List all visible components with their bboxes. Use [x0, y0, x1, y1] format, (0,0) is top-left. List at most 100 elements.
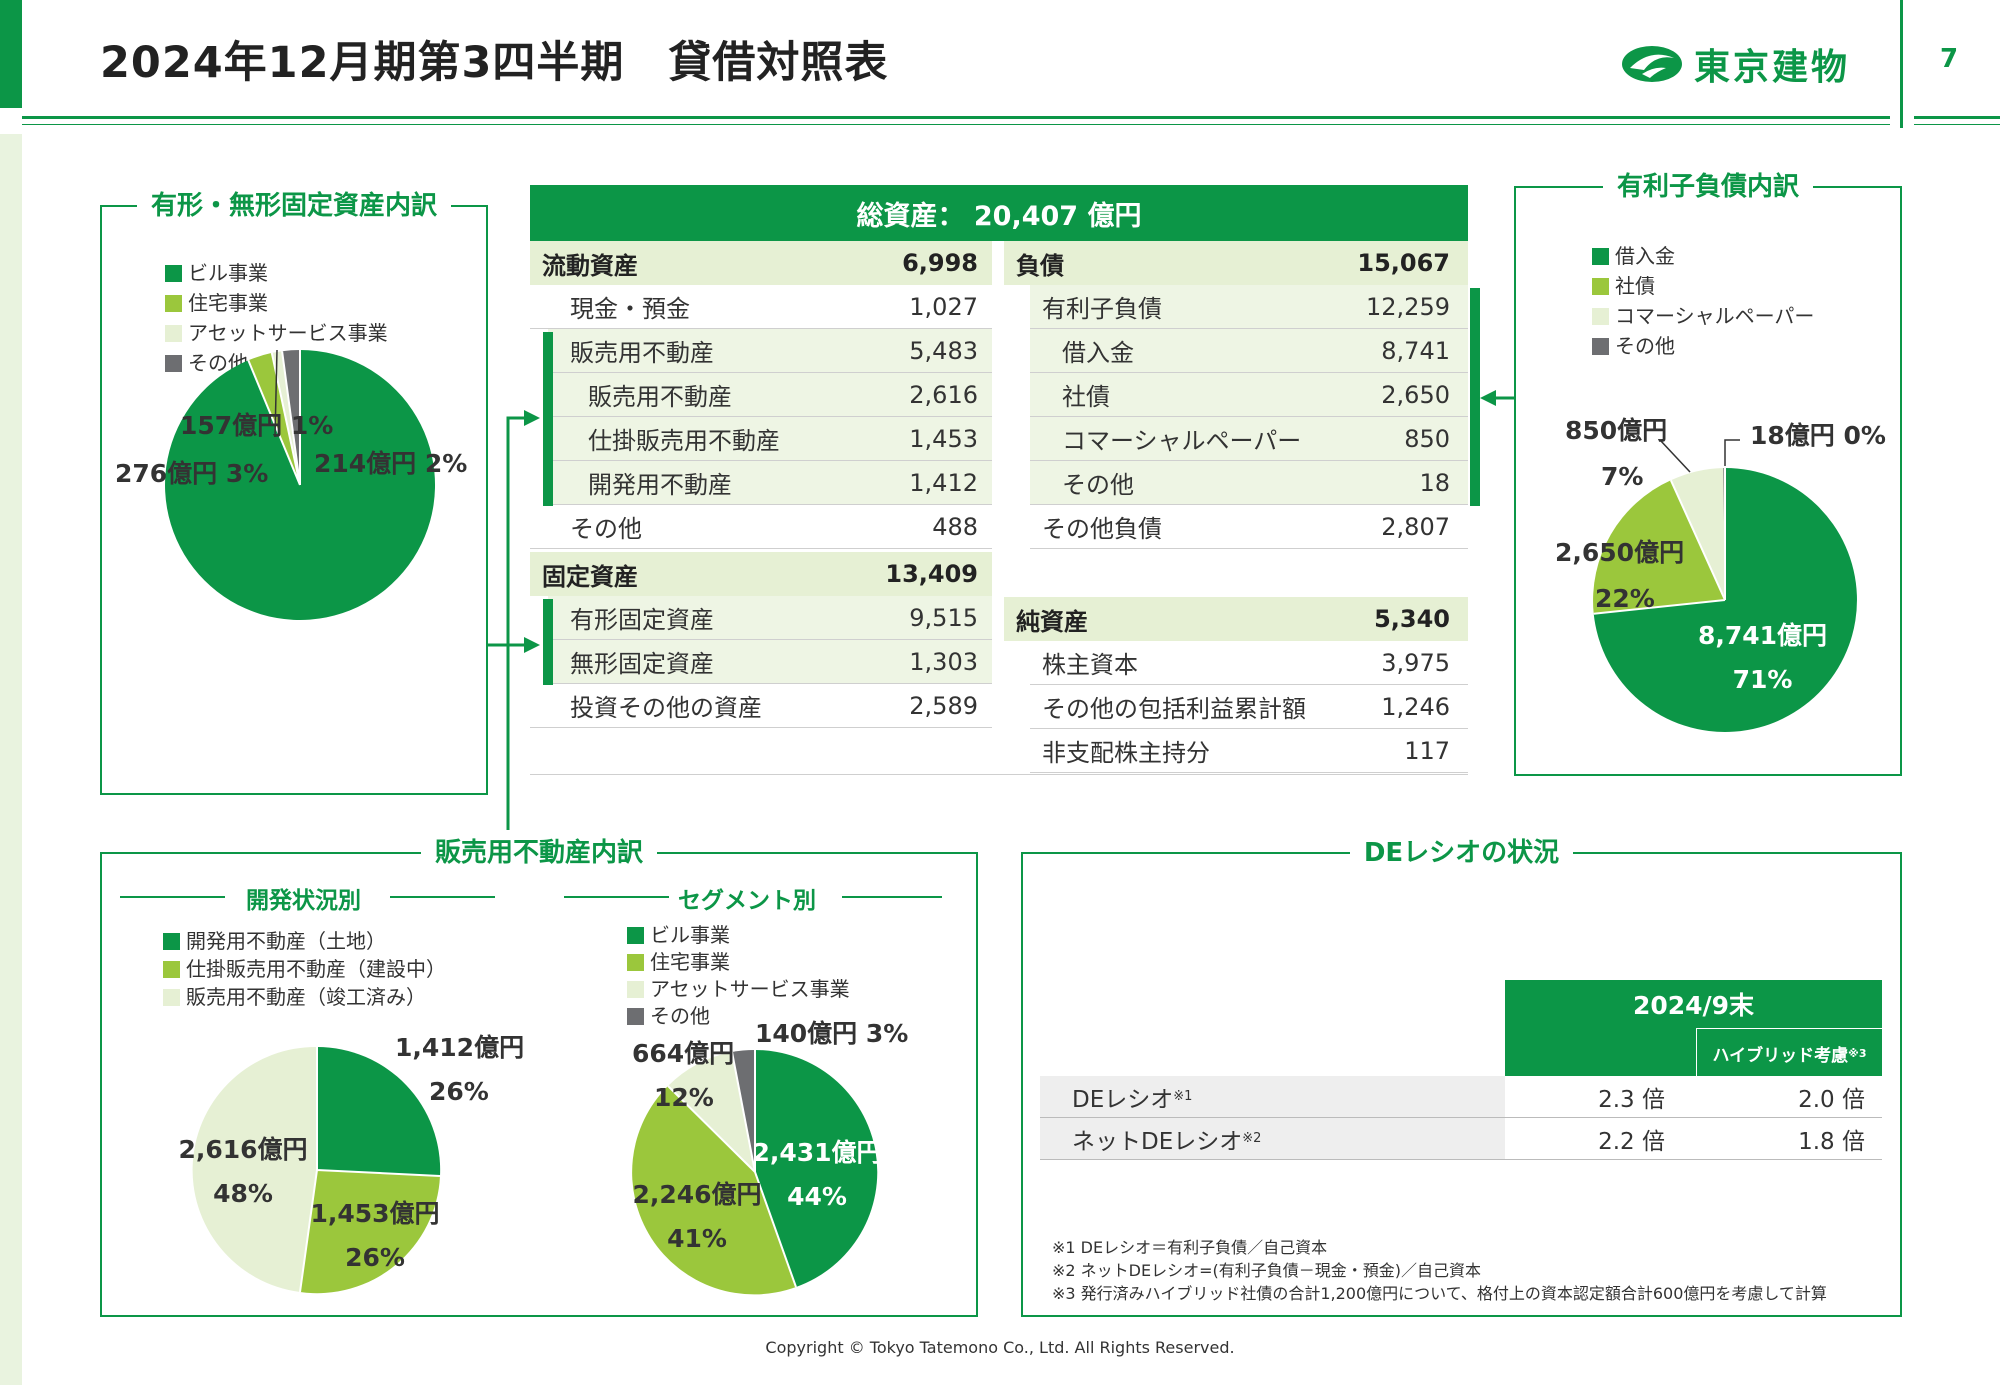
de-header-divider — [1696, 1028, 1882, 1029]
pie-label-completed: 2,616億円 48% — [178, 1135, 308, 1208]
debt-legend: 借入金 社債 コマーシャルペーパー その他 — [1592, 241, 1814, 361]
legend-item: その他 — [165, 348, 388, 378]
bs-row-debt-other: その他 18 — [1030, 461, 1468, 505]
pie-label-loans: 8,741億円 71% — [1697, 621, 1828, 694]
pie-label-building: 10,171億円 94% — [226, 632, 374, 705]
sub-title-rule — [120, 896, 225, 898]
sub-title-rule — [842, 896, 942, 898]
bs-row-liabilities: 負債 15,067 — [1004, 241, 1468, 285]
pie-slice-seg-building — [755, 1049, 878, 1287]
bs-row-fixed-assets: 固定資産 13,409 — [530, 552, 992, 596]
left-side-strip — [0, 134, 22, 1385]
header-rule — [1914, 124, 2000, 125]
pie-slice-bonds — [1593, 480, 1725, 614]
net-de-hybrid-value: 1.8 倍 — [1798, 1128, 1865, 1155]
legend-item: 仕掛販売用不動産（建設中） — [163, 955, 446, 983]
bs-row-interest-bearing-debt: 有利子負債 12,259 — [1030, 285, 1468, 329]
logo-text: 東京建物 — [1694, 47, 1851, 88]
pie-slice-wip — [300, 1170, 440, 1294]
legend-item: 借入金 — [1592, 241, 1814, 271]
legend-item: その他 — [627, 1003, 850, 1030]
bs-row-current-assets: 流動資産 6,998 — [530, 241, 992, 285]
de-row-values: 2.3 倍 2.0 倍 — [1505, 1076, 1882, 1118]
pie-slice-seg-asset — [668, 1052, 755, 1172]
bs-row-commercial-paper: コマーシャルペーパー 850 — [1030, 417, 1468, 461]
header-rule — [22, 116, 1890, 119]
bs-row-intangible: 無形固定資産 1,303 — [548, 640, 992, 684]
bs-row-other-current: その他 488 — [530, 505, 992, 549]
de-note-1: ※1 DEレシオ＝有利子負債／自己資本 — [1052, 1238, 1328, 1257]
legend-item: アセットサービス事業 — [165, 318, 388, 348]
inventory-status-pie — [192, 1046, 441, 1294]
company-logo: 東京建物 — [1620, 36, 1870, 92]
bs-row-loans: 借入金 8,741 — [1030, 329, 1468, 373]
pie-label-other: 214億円 2% — [314, 449, 468, 478]
de-hybrid-value: 2.0 倍 — [1798, 1086, 1865, 1113]
bs-row-cash: 現金・預金 1,027 — [530, 285, 992, 329]
fixed-assets-pie — [165, 349, 436, 620]
legend-item: アセットサービス事業 — [627, 976, 850, 1003]
by-segment-title: セグメント別 — [678, 888, 816, 914]
pie-label-debt-other: 18億円 0% — [1750, 421, 1886, 450]
copyright: Copyright © Tokyo Tatemono Co., Ltd. All… — [765, 1338, 1235, 1357]
pie-label-seg-other: 140億円 3% — [755, 1019, 909, 1048]
de-row-label-net-de: ネットDEレシオ ※2 — [1040, 1118, 1505, 1160]
pie-label-wip: 1,453億円 26% — [310, 1199, 440, 1272]
bs-row-inventory: 販売用不動産 5,483 — [548, 329, 992, 373]
total-assets-header: 総資産： 20,407 億円 — [530, 185, 1468, 241]
pie-slice-development — [317, 1046, 441, 1176]
de-hybrid-header: ハイブリッド考慮 ※3 — [1712, 1045, 1867, 1066]
legend-item: ビル事業 — [627, 922, 850, 949]
legend-item: 販売用不動産（竣工済み） — [163, 983, 446, 1011]
sub-title-rule — [390, 896, 495, 898]
bs-row-tangible: 有形固定資産 9,515 — [548, 596, 992, 640]
header-divider — [1900, 0, 1903, 128]
inventory-segment-pie — [632, 1049, 878, 1295]
pie-label-seg-asset: 664億円 12% — [632, 1039, 735, 1112]
pie-label-bonds: 2,650億円 22% — [1555, 538, 1685, 613]
by-status-title: 開発状況別 — [246, 888, 361, 914]
bs-row-non-controlling: 非支配株主持分 117 — [1030, 729, 1468, 773]
legend-item: 開発用不動産（土地） — [163, 927, 446, 955]
inventory-highlight-bar — [543, 332, 553, 506]
legend-item: コマーシャルペーパー — [1592, 301, 1814, 331]
page-title: 2024年12月期第3四半期 貸借対照表 — [100, 38, 889, 88]
sub-title-rule — [564, 896, 669, 898]
page-number: 7 — [1940, 44, 1959, 74]
arrow-inventory — [506, 416, 525, 830]
net-de-value: 2.2 倍 — [1598, 1128, 1665, 1155]
bs-row-inventory-wip: 仕掛販売用不動産 1,453 — [548, 417, 992, 461]
bs-bottom-rule — [530, 774, 1468, 775]
bs-row-net-assets: 純資産 5,340 — [1004, 597, 1468, 641]
de-header-divider — [1696, 1028, 1697, 1076]
bs-row-other-liabilities: その他負債 2,807 — [1030, 505, 1468, 549]
debt-pie — [1593, 439, 1857, 732]
logo-mark-icon — [1622, 46, 1682, 82]
pie-label-cp: 850億円 7% — [1565, 416, 1668, 491]
bs-row-investments: 投資その他の資産 2,589 — [530, 684, 992, 728]
debt-highlight-bar — [1470, 288, 1480, 506]
de-value: 2.3 倍 — [1598, 1086, 1665, 1113]
de-row-values: 2.2 倍 1.8 倍 — [1505, 1118, 1882, 1160]
by-status-legend: 開発用不動産（土地） 仕掛販売用不動産（建設中） 販売用不動産（竣工済み） — [163, 927, 446, 1011]
pie-label-seg-residential: 2,246億円 41% — [632, 1180, 762, 1253]
fixed-assets-legend: ビル事業 住宅事業 アセットサービス事業 その他 — [165, 258, 388, 378]
pie-slice-cp — [1670, 468, 1725, 600]
pie-label-development: 1,412億円 26% — [395, 1033, 525, 1106]
de-period-header: 2024/9末 — [1632, 991, 1755, 1020]
bs-row-shareholders-equity: 株主資本 3,975 — [1030, 641, 1468, 685]
bs-row-inventory-development: 開発用不動産 1,412 — [548, 461, 992, 505]
pie-slice-seg-residential — [632, 1086, 796, 1295]
bs-row-bonds: 社債 2,650 — [1030, 373, 1468, 417]
legend-item: その他 — [1592, 331, 1814, 361]
legend-item: 社債 — [1592, 271, 1814, 301]
legend-item: 住宅事業 — [627, 949, 850, 976]
legend-item: ビル事業 — [165, 258, 388, 288]
pie-label-residential: 276億円 3% — [115, 459, 269, 488]
bs-row-accumulated-oci: その他の包括利益累計額 1,246 — [1030, 685, 1468, 729]
pie-slice-completed — [192, 1046, 317, 1292]
header-rule — [1914, 116, 2000, 119]
de-note-3: ※3 発行済みハイブリッド社債の合計1,200億円について、格付上の資本認定額合… — [1052, 1284, 1827, 1303]
by-segment-legend: ビル事業 住宅事業 アセットサービス事業 その他 — [627, 922, 850, 1030]
